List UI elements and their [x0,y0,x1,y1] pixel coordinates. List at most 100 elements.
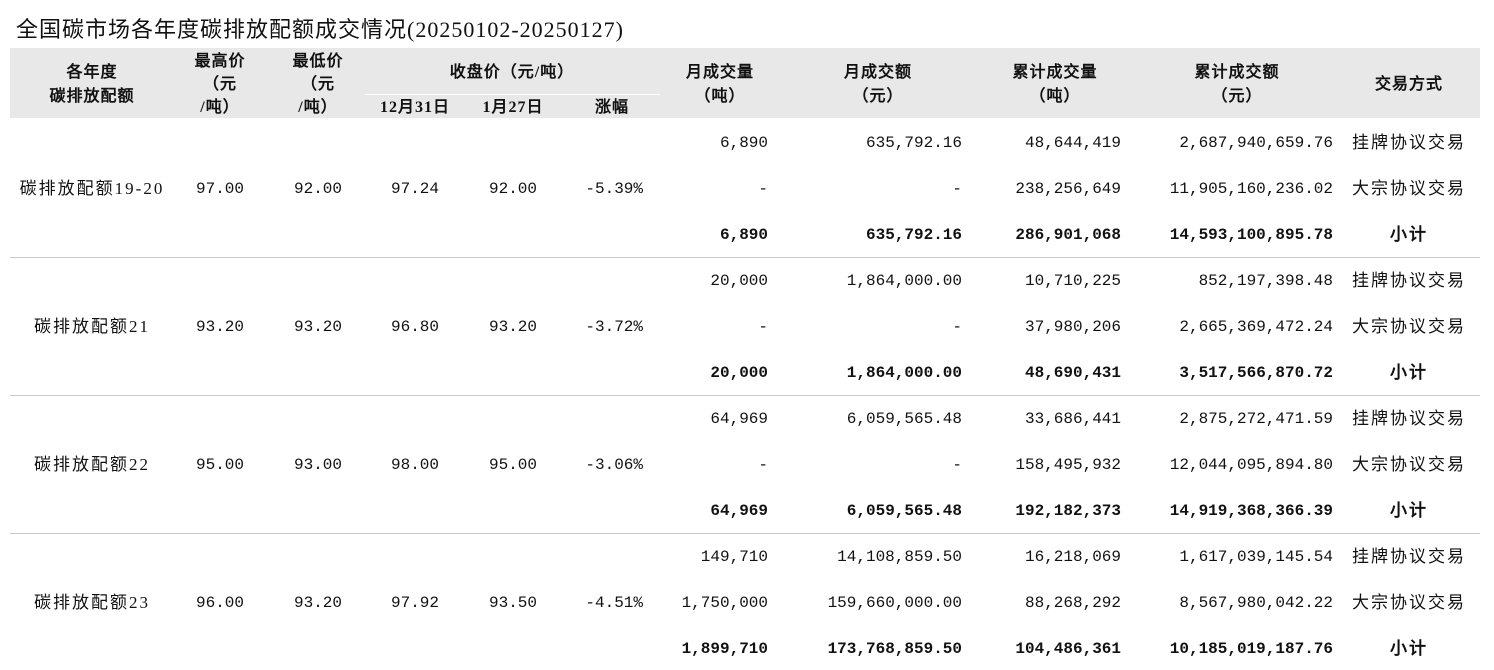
value-cell: 173,768,859.50 [827,640,962,658]
name-cell: 碳排放配额19-20 [19,179,165,198]
value-cell: 14,593,100,895.78 [1169,226,1333,244]
value-cell: 14,919,368,366.39 [1169,502,1333,520]
header-cell: （元） [852,88,904,105]
value-cell: 8,567,980,042.22 [1179,594,1333,612]
value-cell: - [758,318,768,336]
method-cell: 大宗协议交易 [1352,317,1466,336]
value-cell: 149,710 [700,548,768,566]
value-cell: 64,969 [710,410,768,428]
value-cell: 2,875,272,471.59 [1179,410,1333,428]
value-cell: - [758,456,768,474]
method-cell: 大宗协议交易 [1352,179,1466,198]
header-divider [365,94,660,95]
method-cell: 小计 [1390,225,1428,244]
value-cell: 2,665,369,472.24 [1179,318,1333,336]
value-cell: 1,899,710 [681,640,768,658]
value-cell: 6,890 [719,226,768,244]
header-cell: （吨） [1029,88,1081,105]
value-cell: 6,059,565.48 [846,502,962,520]
method-cell: 挂牌协议交易 [1352,133,1466,152]
method-cell: 小计 [1390,639,1428,658]
value-cell: 64,969 [710,502,768,520]
title: 全国碳市场各年度碳排放配额成交情况(20250102-20250127) [16,17,624,42]
value-cell: 48,690,431 [1024,364,1121,382]
value-cell: 3,517,566,870.72 [1179,364,1333,382]
header-cell: （元 [300,76,336,93]
header-cell: 最低价 [292,53,344,70]
header-cell: 交易方式 [1374,76,1444,93]
method-cell: 大宗协议交易 [1352,593,1466,612]
header-cell: 月成交量 [685,64,755,81]
name-cell: 碳排放配额22 [34,455,150,474]
price-cell: 92.00 [488,180,538,198]
header-cell: （元） [1211,88,1263,105]
value-cell: 20,000 [710,364,768,382]
header-cell: 收盘价（元/吨） [449,64,575,81]
change-cell: -4.51% [585,594,643,612]
row-divider [10,257,1480,258]
price-cell: 92.00 [293,180,343,198]
price-cell: 93.00 [293,456,343,474]
value-cell: - [952,180,962,198]
header-cell: 累计成交量 [1012,64,1098,81]
name-cell: 碳排放配额21 [34,317,150,336]
value-cell: - [952,318,962,336]
price-cell: 97.92 [390,594,440,612]
price-cell: 93.20 [293,594,343,612]
price-cell: 97.00 [195,180,245,198]
price-cell: 95.00 [488,456,538,474]
value-cell: 20,000 [710,272,768,290]
header-cell: 涨幅 [594,99,630,116]
value-cell: 286,901,068 [1015,226,1121,244]
value-cell: 238,256,649 [1015,180,1121,198]
value-cell: 48,644,419 [1024,134,1121,152]
value-cell: 1,750,000 [681,594,768,612]
value-cell: 6,059,565.48 [846,410,962,428]
method-cell: 挂牌协议交易 [1352,547,1466,566]
value-cell: - [758,180,768,198]
header-cell: 最高价 [194,53,246,70]
header-cell: 累计成交额 [1194,64,1280,81]
header-cell: 月成交额 [843,64,913,81]
method-cell: 大宗协议交易 [1352,455,1466,474]
value-cell: 1,617,039,145.54 [1179,548,1333,566]
header-bg [10,48,1480,118]
value-cell: 159,660,000.00 [827,594,962,612]
value-cell: 104,486,361 [1015,640,1121,658]
price-cell: 97.24 [390,180,440,198]
value-cell: 158,495,932 [1015,456,1121,474]
price-cell: 96.00 [195,594,245,612]
header-cell: （吨） [694,88,746,105]
header-cell: /吨） [200,99,240,116]
header-cell: 碳排放配额 [49,88,135,105]
method-cell: 小计 [1390,501,1428,520]
value-cell: - [952,456,962,474]
value-cell: 33,686,441 [1024,410,1121,428]
value-cell: 635,792.16 [865,134,962,152]
value-cell: 192,182,373 [1015,502,1121,520]
value-cell: 12,044,095,894.80 [1169,456,1333,474]
value-cell: 10,710,225 [1024,272,1121,290]
value-cell: 37,980,206 [1024,318,1121,336]
method-cell: 挂牌协议交易 [1352,271,1466,290]
row-divider [10,533,1480,534]
value-cell: 11,905,160,236.02 [1169,180,1333,198]
value-cell: 1,864,000.00 [846,272,962,290]
value-cell: 2,687,940,659.76 [1179,134,1333,152]
header-cell: 12月31日 [379,99,451,116]
price-cell: 98.00 [390,456,440,474]
value-cell: 14,108,859.50 [837,548,962,566]
change-cell: -3.72% [585,318,643,336]
price-cell: 95.00 [195,456,245,474]
change-cell: -3.06% [585,456,643,474]
price-cell: 96.80 [390,318,440,336]
change-cell: -5.39% [585,180,643,198]
value-cell: 88,268,292 [1024,594,1121,612]
price-cell: 93.20 [293,318,343,336]
header-cell: （元 [202,76,238,93]
value-cell: 635,792.16 [865,226,962,244]
method-cell: 挂牌协议交易 [1352,409,1466,428]
value-cell: 10,185,019,187.76 [1169,640,1333,658]
value-cell: 6,890 [719,134,768,152]
